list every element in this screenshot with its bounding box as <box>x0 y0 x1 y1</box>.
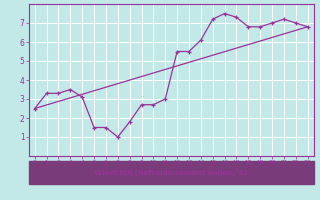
X-axis label: Windchill (Refroidissement éolien,°C): Windchill (Refroidissement éolien,°C) <box>94 169 248 176</box>
